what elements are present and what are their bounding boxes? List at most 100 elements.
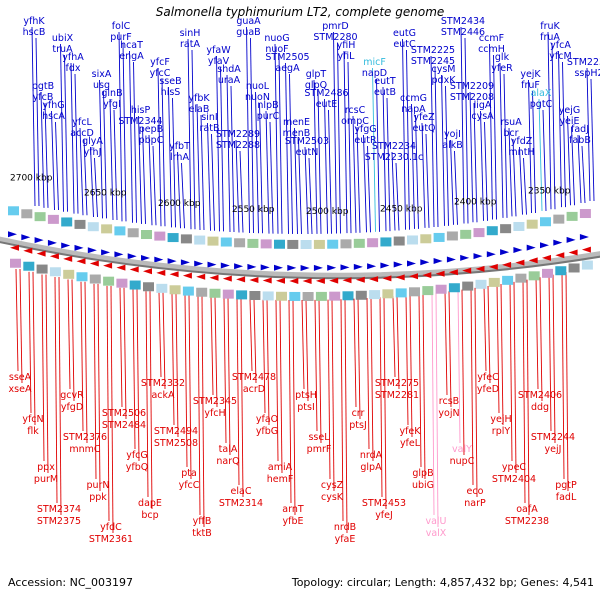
forward-label-line [372,67,376,232]
feature-block [473,228,485,238]
forward-label-line [450,139,454,225]
forward-gene-arrow [340,264,350,271]
forward-gene-label: napA [401,104,426,115]
forward-gene-label: uraA [218,75,241,86]
forward-label-line [532,90,536,214]
reverse-gene-arrow [143,268,152,275]
reverse-gene-arrow [382,275,392,282]
reverse-gene-arrow [276,277,285,284]
reverse-label-line [474,287,478,498]
reverse-gene-label: dapE [138,498,162,509]
forward-gene-label: sixA [92,69,112,80]
reverse-gene-arrow [448,269,458,276]
reverse-gene-arrow [342,277,352,284]
forward-label-line [55,121,59,210]
forward-label-line [196,103,201,230]
feature-block [500,224,512,234]
forward-label-line [547,31,552,210]
forward-label-line [142,126,146,224]
forward-label-line [220,66,224,232]
reverse-gene-arrow [462,267,472,274]
forward-gene-label: fabB [569,135,591,146]
map-title: Salmonella typhimurium LT2, complete gen… [156,5,445,19]
reverse-gene-label: amiA [268,462,293,473]
reverse-gene-arrow [222,275,232,282]
reverse-gene-arrow [369,276,379,283]
forward-label-line [441,74,445,226]
reverse-gene-label: yfcH [204,408,225,419]
forward-gene-label: alaX [531,88,552,99]
forward-gene-label: yfeR [491,63,513,74]
forward-gene-label: yfgI [103,99,121,110]
reverse-gene-arrow [76,258,86,265]
forward-gene-label: yfcL [72,117,92,128]
forward-gene-arrow [180,259,190,266]
forward-gene-label: hisS [161,87,181,98]
reverse-label-line [240,298,244,498]
reverse-label-line [535,277,539,390]
forward-gene-label: STM2289 [216,129,260,140]
scale-tick-label: 2700 kbp [10,174,53,184]
reverse-gene-label: STM2238 [505,516,549,527]
forward-label-line [493,54,497,220]
forward-label-line [324,98,328,234]
scale-tick-label: 2400 kbp [454,198,497,208]
forward-gene-label: ubiX [52,33,74,44]
forward-label-line [313,79,318,234]
feature-block [143,282,154,292]
reverse-gene-label: pta [181,468,197,479]
reverse-label-line [301,299,305,390]
reverse-gene-label: STM2361 [89,534,133,545]
reverse-gene-arrow [262,277,272,284]
feature-block [581,260,593,270]
reverse-gene-label: yfcC [179,480,200,491]
reverse-label-line [28,271,32,414]
forward-gene-label: pgtC [530,99,553,110]
forward-gene-arrow [579,234,589,241]
forward-label-line [79,127,84,216]
forward-gene-label: eutB [374,87,396,98]
forward-label-line [519,146,523,215]
reverse-label-line [513,281,517,474]
reverse-label-line [457,289,461,444]
forward-gene-label: yfhJ [84,147,102,158]
reverse-gene-arrow [196,273,206,280]
feature-block [101,224,113,234]
forward-gene-label: yfbK [188,93,210,104]
reverse-gene-label: fadL [556,492,577,503]
forward-gene-label: yfhG [42,100,64,111]
reverse-gene-arrow [36,250,46,257]
forward-gene-label: folC [112,21,131,32]
forward-gene-label: yfaV [208,56,230,67]
forward-gene-arrow [353,263,363,270]
feature-block [526,219,538,229]
forward-gene-label: lrhA [170,152,189,163]
reverse-gene-label: yfbQ [126,462,148,473]
forward-gene-label: STM2434 [441,16,485,27]
forward-label-line [484,121,488,221]
reverse-gene-label: bcp [141,510,158,521]
reverse-label-line [353,298,357,408]
reverse-gene-label: mnmC [69,444,101,455]
forward-label-line [103,90,107,219]
reverse-gene-label: STM2494 [154,426,198,437]
forward-gene-label: ompC [341,116,369,127]
forward-gene-arrow [220,262,230,269]
reverse-label-line [80,281,84,432]
forward-label-line [207,122,211,231]
forward-gene-label: rsuA [500,117,522,128]
reverse-gene-label: yfaO [256,414,278,425]
reverse-gene-arrow [116,264,126,271]
forward-gene-arrow [247,263,257,270]
forward-gene-label: STM2505 [265,52,309,63]
reverse-label-line [123,287,127,420]
forward-gene-label: nlpB [257,100,278,111]
reverse-gene-label: yfbE [283,516,304,527]
reverse-gene-label: yfcG [126,450,148,461]
feature-block [422,286,434,296]
reverse-label-line [32,271,36,426]
forward-gene-label: yfhK [23,16,45,27]
reverse-label-line [119,287,123,408]
reverse-gene-arrow [422,272,432,279]
